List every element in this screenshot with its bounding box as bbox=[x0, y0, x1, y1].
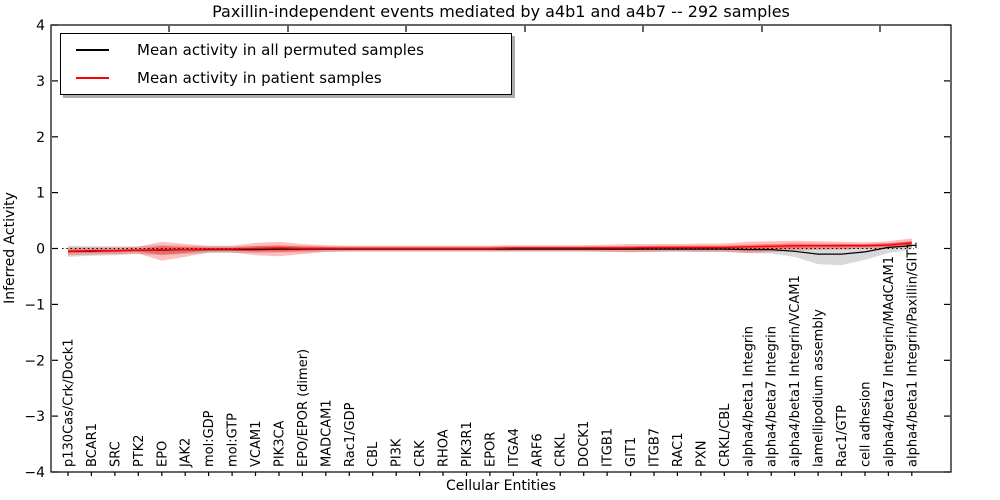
x-category-label: DOCK1 bbox=[577, 421, 592, 467]
x-category-label: RAC1 bbox=[671, 432, 686, 467]
x-category-label: ARF6 bbox=[530, 433, 545, 467]
y-tick-label: 1 bbox=[36, 186, 45, 202]
y-tick-label: 4 bbox=[36, 18, 45, 34]
x-category-label: EPO bbox=[155, 441, 170, 467]
plot-frame bbox=[50, 24, 952, 473]
x-category-label: p130Cas/Crk/Dock1 bbox=[62, 338, 77, 467]
x-category-label: PXN bbox=[694, 441, 709, 467]
x-category-label: JAK2 bbox=[179, 438, 194, 468]
x-category-label: alpha4/beta7 Integrin bbox=[765, 326, 780, 467]
x-category-label: MADCAM1 bbox=[319, 399, 334, 467]
x-category-label: RHOA bbox=[437, 429, 452, 467]
chart-title: Paxillin-independent events mediated by … bbox=[212, 2, 790, 21]
x-category-label: VCAM1 bbox=[249, 421, 264, 467]
x-category-label: lamellipodium assembly bbox=[812, 309, 827, 467]
x-category-label: cell adhesion bbox=[859, 381, 874, 467]
x-category-label: alpha4/beta7 Integrin/MAdCAM1 bbox=[882, 256, 897, 467]
x-category-label: CRKL/CBL bbox=[718, 403, 733, 467]
y-tick-label: 2 bbox=[36, 130, 45, 146]
y-tick-label: 0 bbox=[36, 242, 45, 258]
patient-band-inner bbox=[68, 240, 912, 255]
x-category-label: GIT1 bbox=[624, 437, 639, 467]
x-category-label: CRKL bbox=[554, 432, 569, 467]
x-category-label: PTK2 bbox=[132, 434, 147, 467]
x-category-label: PIK3CA bbox=[273, 420, 288, 467]
y-tick-label: −2 bbox=[24, 353, 45, 369]
y-axis-label: Inferred Activity bbox=[2, 192, 18, 304]
x-category-label: mol:GTP bbox=[226, 413, 241, 467]
y-tick-label: −4 bbox=[24, 465, 45, 481]
x-category-label: alpha4/beta1 Integrin/VCAM1 bbox=[788, 275, 803, 467]
legend-box: Mean activity in all permuted samples Me… bbox=[60, 33, 512, 95]
legend-label-permuted: Mean activity in all permuted samples bbox=[137, 41, 424, 59]
legend-entry-patient: Mean activity in patient samples bbox=[76, 66, 511, 90]
x-category-label: ITGA4 bbox=[507, 428, 522, 467]
x-category-label: ITGB7 bbox=[648, 428, 663, 467]
x-category-label: mol:GDP bbox=[202, 410, 217, 467]
x-category-label: CRK bbox=[413, 440, 428, 467]
x-category-label: Rac1/GTP bbox=[835, 405, 850, 467]
x-category-label: SRC bbox=[108, 441, 123, 467]
permuted-line-swatch bbox=[76, 49, 109, 51]
y-tick-label: −3 bbox=[24, 409, 45, 425]
x-category-label: alpha4/beta1 Integrin/Paxillin/GIT1 bbox=[905, 241, 920, 467]
x-axis-label: Cellular Entities bbox=[445, 478, 557, 494]
x-category-label: PI3K bbox=[390, 438, 405, 467]
x-category-label: Rac1/GDP bbox=[343, 402, 358, 467]
x-category-label: EPO/EPOR (dimer) bbox=[296, 349, 311, 467]
x-category-label: CBL bbox=[366, 441, 381, 467]
y-tick-label: 3 bbox=[36, 74, 45, 90]
y-tick-label: −1 bbox=[24, 297, 45, 313]
legend-label-patient: Mean activity in patient samples bbox=[137, 69, 382, 87]
legend-entry-permuted: Mean activity in all permuted samples bbox=[76, 38, 511, 62]
x-category-label: alpha4/beta1 Integrin bbox=[741, 326, 756, 467]
x-category-label: ITGB1 bbox=[601, 428, 616, 467]
patient-mean-line bbox=[67, 242, 912, 252]
x-category-label: PIK3R1 bbox=[460, 421, 475, 467]
patient-line-swatch bbox=[76, 77, 109, 79]
x-category-label: BCAR1 bbox=[85, 423, 100, 467]
x-category-label: EPOR bbox=[483, 432, 498, 467]
